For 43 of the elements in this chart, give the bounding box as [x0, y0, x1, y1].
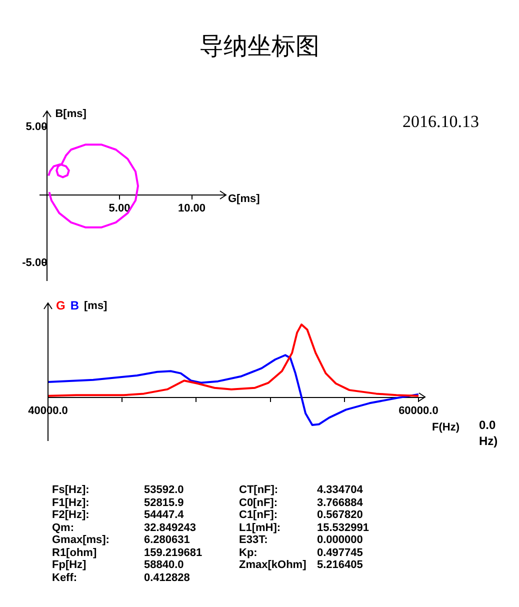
text: 15.532991: [317, 522, 370, 534]
text: B: [70, 298, 80, 312]
text: E33T:: [239, 534, 269, 546]
x-axis-title: F(Hz): [432, 421, 460, 434]
text: 32.849243: [144, 522, 197, 534]
text: C0[nF]:: [239, 496, 278, 509]
text: 0.567820: [317, 509, 364, 522]
text: Fp[Hz]: [52, 559, 88, 572]
text: C1[nF]:: [239, 509, 278, 522]
text: Qm:: [52, 522, 75, 534]
text: G: [56, 298, 66, 312]
text: Gmax[ms]:: [52, 534, 110, 546]
text: 2016.10.13: [402, 112, 479, 132]
text: F1[Hz]:: [52, 496, 90, 509]
text: 3.766884: [317, 496, 364, 509]
y-axis-title: [ms]: [84, 300, 108, 312]
text: 5.216405: [317, 559, 364, 572]
text: 159.219681: [144, 546, 204, 559]
text: 0.412828: [144, 572, 191, 584]
text: CT[nF]:: [239, 484, 280, 496]
text: Fs[Hz]:: [52, 484, 90, 496]
text: 0.000000: [317, 534, 364, 546]
y-tick-label: -5.00: [22, 256, 48, 269]
x-axis-title: G[ms]: [228, 192, 260, 205]
text: L1[mH]:: [239, 522, 282, 534]
text: F2[Hz]:: [52, 509, 90, 522]
text: Hz): [479, 434, 498, 448]
text: R1[ohm]: [52, 546, 98, 559]
text: Zmax[kOhm]: [239, 559, 308, 572]
text: Kp:: [239, 546, 258, 559]
text: 54447.4: [144, 509, 185, 522]
x-tick-label: 60000.0: [398, 404, 438, 417]
text: Keff:: [52, 572, 78, 584]
text: 58840.0: [144, 559, 185, 572]
text: 0.0: [479, 418, 496, 432]
x-tick-label: 10.00: [178, 202, 206, 214]
text: 4.334704: [317, 484, 364, 496]
text: 6.280631: [144, 534, 191, 546]
text: 52815.9: [144, 496, 185, 509]
y-axis-title: B[ms]: [55, 108, 87, 120]
text: 53592.0: [144, 484, 185, 496]
chart-title: 导纳坐标图: [198, 31, 320, 62]
text: 0.497745: [317, 546, 364, 559]
